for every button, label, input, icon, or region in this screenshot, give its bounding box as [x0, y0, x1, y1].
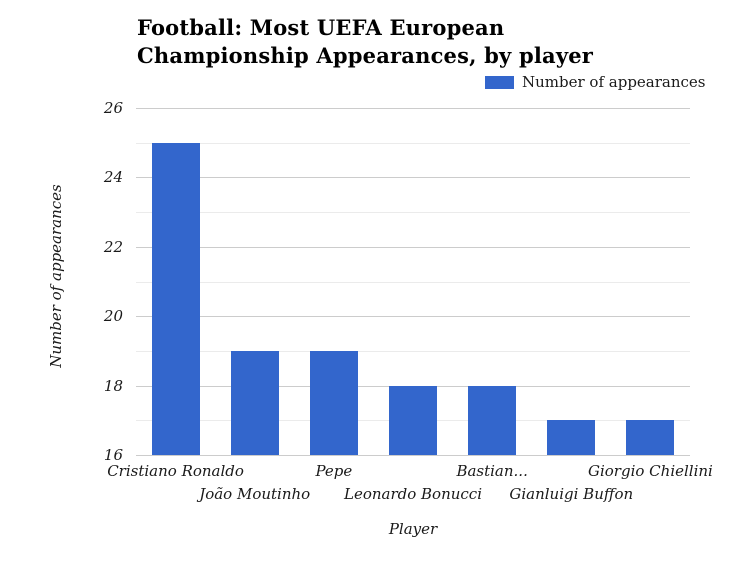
y-tick-label-20: 20 [103, 307, 123, 326]
legend-swatch-icon [485, 75, 514, 89]
x-tick-label-2: João Moutinho [199, 485, 311, 503]
major-gridline-16 [136, 455, 690, 456]
x-tick-label-5: Bastian... [456, 462, 528, 480]
legend: Number of appearances [485, 73, 706, 91]
y-axis-title: Number of appearances [47, 184, 65, 368]
y-tick-label-18: 18 [103, 376, 123, 395]
bar-4 [389, 385, 437, 455]
y-tick-label-22: 22 [103, 237, 123, 256]
minor-gridline-25 [136, 142, 690, 144]
x-tick-label-3: Pepe [315, 462, 353, 480]
y-tick-label-16: 16 [103, 446, 123, 464]
minor-gridline-19 [136, 350, 690, 352]
x-axis-title: Player [388, 520, 438, 538]
minor-gridline-23 [136, 212, 690, 214]
major-gridline-24 [136, 177, 690, 179]
major-gridline-26 [136, 108, 690, 109]
bar-2 [230, 350, 279, 455]
bar-6 [547, 420, 596, 455]
bar-5 [468, 385, 517, 455]
bar-7 [626, 420, 675, 455]
chart-title: Football: Most UEFA European Championshi… [137, 15, 594, 68]
legend-label: Number of appearances [522, 73, 706, 91]
minor-gridline-21 [136, 281, 690, 283]
major-gridline-22 [136, 246, 690, 248]
x-tick-label-7: Giorgio Chiellini [588, 462, 713, 480]
x-tick-label-4: Leonardo Bonucci [343, 485, 483, 503]
major-gridline-20 [136, 316, 690, 318]
y-tick-label-24: 24 [103, 168, 123, 187]
bar-1 [151, 142, 200, 455]
x-tick-label-6: Gianluigi Buffon [509, 485, 634, 503]
x-tick-label-1: Cristiano Ronaldo [107, 462, 244, 480]
y-tick-label-26: 26 [103, 99, 123, 117]
plot-area [136, 108, 690, 456]
bar-3 [309, 350, 358, 455]
